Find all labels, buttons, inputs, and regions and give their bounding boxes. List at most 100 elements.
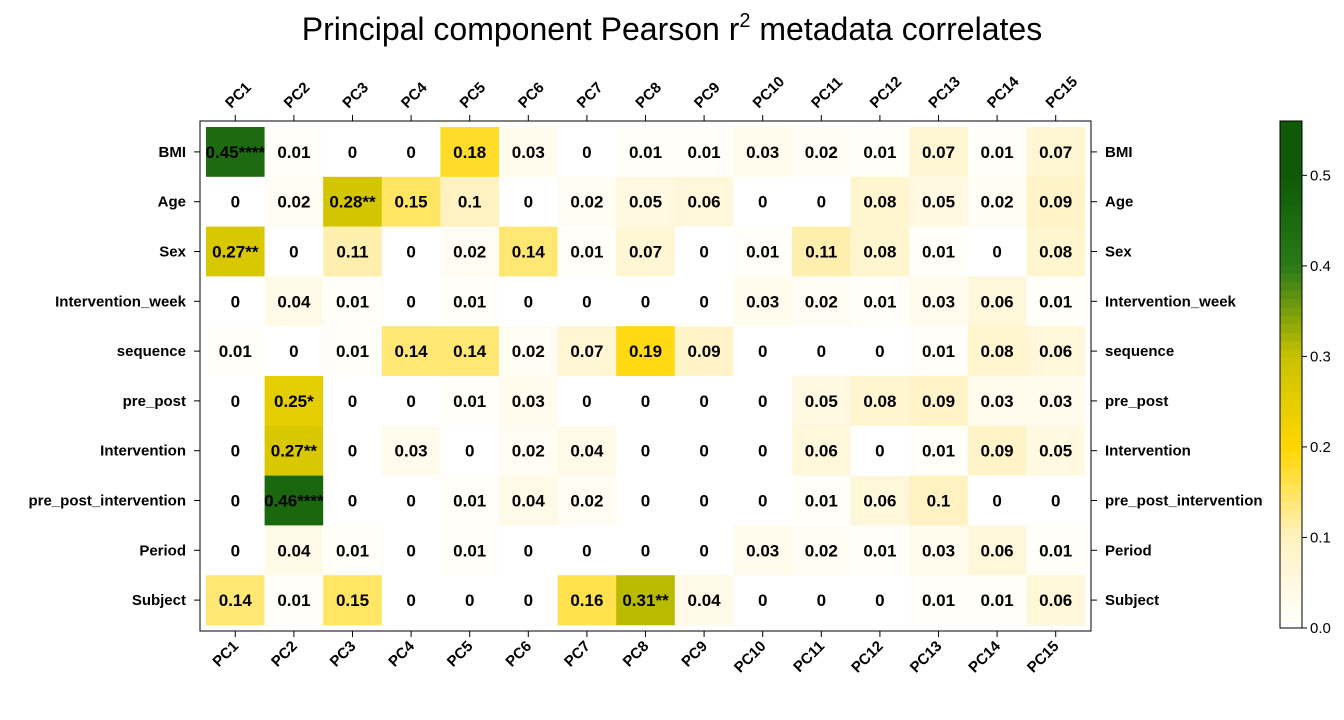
colorbar-segment bbox=[1280, 408, 1302, 418]
cell-label: 0.08 bbox=[863, 243, 896, 262]
cell-label: 0.02 bbox=[512, 442, 545, 461]
heatmap-cell bbox=[206, 127, 265, 178]
heatmap-cell bbox=[674, 376, 734, 427]
heatmap-cell bbox=[440, 176, 500, 227]
x-tick-label-bottom: PC2 bbox=[268, 638, 301, 671]
heatmap-cell bbox=[850, 226, 910, 277]
heatmap-cell bbox=[909, 176, 969, 227]
heatmap-cell bbox=[674, 475, 734, 526]
cell-label: 0.01 bbox=[805, 492, 838, 511]
cell-label: 0.46**** bbox=[264, 492, 324, 511]
colorbar-segment bbox=[1280, 349, 1302, 359]
heatmap-cell bbox=[967, 376, 1027, 427]
cell-label: 0.01 bbox=[570, 243, 603, 262]
cell-label: 0.02 bbox=[277, 193, 310, 212]
colorbar-tick-label: 0.4 bbox=[1310, 258, 1331, 275]
heatmap-cell bbox=[557, 127, 617, 178]
x-tick-label-top: PC11 bbox=[808, 74, 846, 112]
heatmap-cell bbox=[323, 525, 383, 576]
heatmap-cell bbox=[206, 226, 265, 277]
cell-label: 0 bbox=[524, 193, 533, 212]
chart-title-superscript: 2 bbox=[739, 10, 750, 32]
cell-label: 0.01 bbox=[336, 342, 369, 361]
x-tick-label-top: PC7 bbox=[574, 79, 607, 112]
colorbar-segment bbox=[1280, 526, 1302, 536]
cell-label: 0 bbox=[231, 442, 240, 461]
heatmap-cell bbox=[616, 176, 676, 227]
y-tick-label-right: Intervention bbox=[1105, 443, 1191, 460]
colorbar-segment bbox=[1280, 467, 1302, 477]
heatmap-cell bbox=[323, 376, 383, 427]
colorbar-segment bbox=[1280, 171, 1302, 181]
heatmap-cell bbox=[850, 425, 910, 476]
x-tick-label-bottom: PC7 bbox=[561, 638, 594, 671]
heatmap-cell bbox=[499, 326, 558, 377]
y-tick-label-right: BMI bbox=[1105, 144, 1133, 161]
heatmap-cell bbox=[616, 326, 676, 377]
colorbar-segment bbox=[1280, 535, 1302, 545]
heatmap-cell bbox=[616, 276, 676, 327]
y-tick-label-right: Intervention_week bbox=[1105, 293, 1237, 310]
x-tick-label-top: PC8 bbox=[632, 79, 665, 112]
y-tick-label-left: Age bbox=[158, 194, 186, 211]
cell-label: 0 bbox=[231, 392, 240, 411]
cell-label: 0.03 bbox=[746, 541, 779, 560]
cell-label: 0 bbox=[699, 243, 708, 262]
x-tick-label-bottom: PC15 bbox=[1024, 638, 1063, 677]
cell-label: 0.04 bbox=[512, 492, 546, 511]
heatmap-cell bbox=[381, 525, 441, 576]
x-tick-label-top: PC15 bbox=[1043, 73, 1082, 112]
x-tick-label-bottom: PC5 bbox=[444, 638, 477, 671]
heatmap-cell bbox=[674, 127, 734, 178]
cell-label: 0 bbox=[758, 342, 767, 361]
cell-label: 0.01 bbox=[277, 591, 310, 610]
colorbar-segment bbox=[1280, 442, 1302, 452]
colorbar-segment bbox=[1280, 382, 1302, 392]
x-tick-label-top: PC1 bbox=[222, 79, 255, 112]
cell-label: 0.03 bbox=[922, 541, 955, 560]
heatmap-cell bbox=[967, 525, 1027, 576]
x-tick-label-top: PC12 bbox=[867, 73, 906, 112]
heatmap-cell bbox=[264, 376, 324, 427]
heatmap-cell bbox=[733, 127, 793, 178]
cell-label: 0.02 bbox=[453, 243, 486, 262]
heatmap-cell bbox=[206, 525, 265, 576]
cell-label: 0.06 bbox=[1039, 342, 1072, 361]
colorbar-segment bbox=[1280, 577, 1302, 587]
cell-label: 0 bbox=[992, 492, 1001, 511]
heatmap-cell bbox=[909, 127, 969, 178]
heatmap-cell bbox=[264, 276, 324, 327]
heatmap-cell bbox=[733, 276, 793, 327]
colorbar-segment bbox=[1280, 518, 1302, 528]
colorbar-segment bbox=[1280, 256, 1302, 266]
x-tick-label-bottom: PC9 bbox=[678, 638, 711, 671]
colorbar-segment bbox=[1280, 374, 1302, 384]
heatmap-cell bbox=[381, 127, 441, 178]
cell-label: 0.01 bbox=[746, 243, 779, 262]
y-tick-label-left: Period bbox=[139, 542, 186, 559]
x-tick-label-top: PC4 bbox=[398, 79, 431, 112]
cell-label: 0 bbox=[406, 541, 415, 560]
colorbar-segment bbox=[1280, 129, 1302, 139]
heatmap-cell bbox=[792, 226, 851, 277]
colorbar-segment bbox=[1280, 619, 1302, 629]
heatmap-cell bbox=[909, 226, 969, 277]
heatmap-cell bbox=[440, 326, 500, 377]
colorbar-segment bbox=[1280, 399, 1302, 409]
cell-label: 0 bbox=[582, 292, 591, 311]
x-tick-label-top: PC2 bbox=[281, 79, 314, 112]
heatmap-cell bbox=[381, 475, 441, 526]
heatmap-cell bbox=[733, 475, 793, 526]
heatmap-cell bbox=[206, 176, 265, 227]
heatmap-cell bbox=[440, 226, 500, 277]
colorbar-segment bbox=[1280, 205, 1302, 215]
cell-label: 0 bbox=[289, 243, 298, 262]
y-tick-label-right: pre_post bbox=[1105, 393, 1168, 410]
heatmap-cell bbox=[909, 575, 969, 626]
heatmap-cell bbox=[557, 276, 617, 327]
cell-label: 0.01 bbox=[1039, 292, 1072, 311]
cell-label: 0.01 bbox=[629, 143, 662, 162]
colorbar-segment bbox=[1280, 197, 1302, 207]
cell-label: 0.28** bbox=[329, 193, 376, 212]
heatmap-cell bbox=[674, 276, 734, 327]
